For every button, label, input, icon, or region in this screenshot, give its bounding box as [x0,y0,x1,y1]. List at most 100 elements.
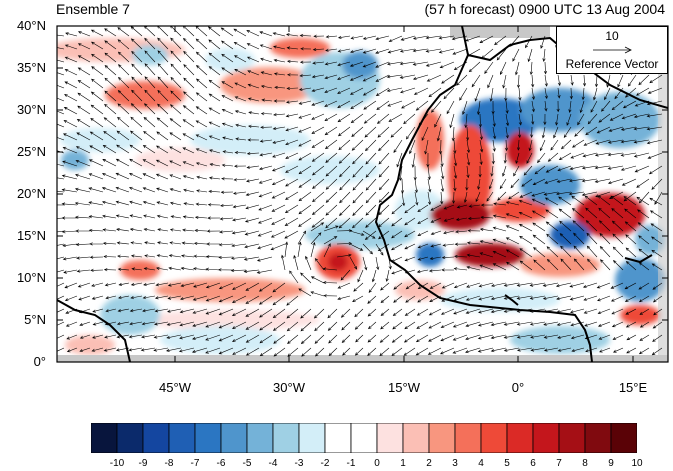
wind-vector [91,295,104,300]
wind-vector [451,126,455,142]
wind-vector [169,160,182,167]
wind-vector [130,38,143,50]
wind-vector [170,215,182,219]
wind-vector [244,243,260,249]
wind-vector [515,152,520,164]
wind-vector [550,139,559,151]
wind-vector [652,282,663,290]
wind-vector [416,269,429,274]
wind-vector [428,87,442,98]
wind-vector [116,321,130,326]
wind-vector [525,35,533,49]
wind-vector [405,282,416,290]
colorbar-tick-label: -9 [138,458,148,469]
wind-vector [153,347,169,352]
wind-vector [245,347,260,356]
wind-vector [232,347,247,355]
wind-vector [441,268,455,272]
wind-vector [401,191,406,207]
wind-vector [143,267,156,271]
wind-vector [494,35,507,46]
wind-vector [585,347,598,353]
wind-vector [633,139,650,144]
wind-vector [429,256,442,260]
wind-vector [453,139,457,154]
wind-vector [104,282,117,287]
wind-vector [293,254,299,271]
wind-vector [192,295,208,301]
wind-vector [65,321,78,327]
wind-vector [230,269,247,273]
colorbar-swatch [454,423,482,453]
wind-vector [607,139,624,144]
wind-vector [509,35,520,48]
wind-vector [57,190,65,193]
wind-vector [179,334,195,340]
wind-vector [128,173,143,180]
wind-vector [245,321,260,330]
wind-vector [155,173,169,180]
wind-vector [244,217,260,223]
wind-vector [64,44,78,50]
wind-vector [77,80,91,89]
wind-vector [208,176,221,180]
wind-vector [301,347,312,357]
wind-vector [425,61,442,67]
wind-vector [89,131,104,141]
wind-vector [218,334,234,342]
wind-vector [652,295,663,303]
wind-vector [117,254,130,258]
wind-vector [544,87,548,100]
wind-vector [478,282,494,288]
wind-vector [327,308,338,319]
reference-vector-label: Reference Vector [565,57,659,71]
wind-vector [516,321,533,326]
wind-vector [352,204,364,216]
wind-vector [440,165,445,180]
wind-vector [532,178,546,185]
wind-vector [503,347,520,352]
wind-vector [88,215,104,219]
wind-vector [205,321,221,328]
wind-vector [430,243,442,248]
wind-vector [607,152,624,157]
wind-vector [156,145,169,154]
wind-vector [298,100,312,105]
wind-vector [474,87,481,102]
x-tick-label: 15°W [388,380,420,395]
wind-vector [233,28,247,37]
wind-vector [57,321,65,326]
wind-vector [193,267,208,271]
wind-vector [649,210,663,219]
wind-vector [169,174,182,180]
wind-vector [323,236,338,245]
wind-vector [271,191,286,199]
wind-vector [637,209,650,219]
wind-vector [530,334,546,339]
wind-vector [168,266,182,271]
wind-vector [581,191,598,197]
wind-vector [340,269,351,281]
wind-vector [477,178,481,190]
wind-vector [313,34,325,38]
wind-vector [311,126,325,134]
wind-vector [170,63,182,76]
wind-vector [638,191,650,204]
wind-vector [452,321,468,328]
wind-vector [465,334,481,340]
wind-vector [91,347,104,352]
wind-vector [453,61,468,71]
wind-vector [205,295,221,302]
wind-vector [130,241,143,245]
wind-vector [519,235,533,245]
wind-vector [349,256,358,270]
wind-vector [235,137,247,141]
reference-vector-value: 10 [605,29,619,43]
wind-vector [362,74,377,82]
wind-vector [259,334,273,344]
wind-vector [208,52,221,63]
wind-vector [89,145,104,154]
wind-vector [480,215,494,219]
x-tick-label: 30°W [273,380,305,395]
wind-vector [492,226,507,232]
